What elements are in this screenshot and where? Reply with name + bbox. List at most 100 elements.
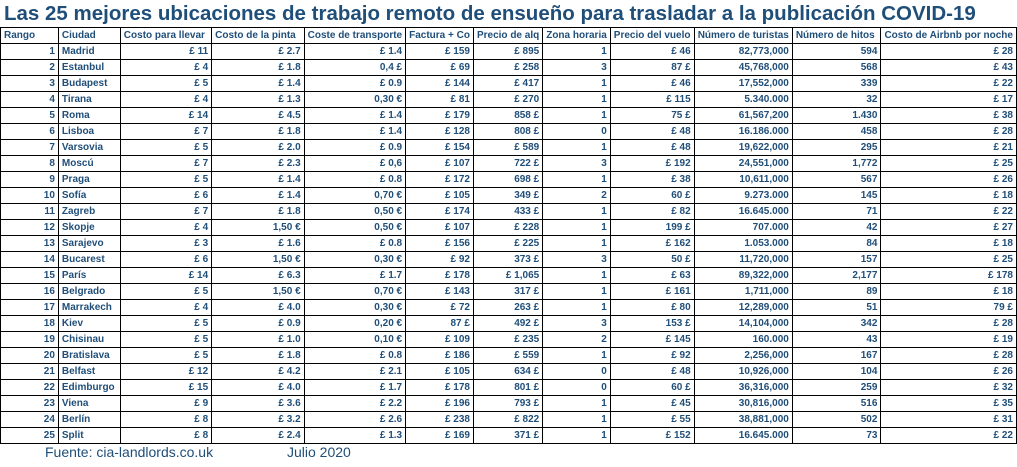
table-cell[interactable]: £ 105 xyxy=(405,187,474,204)
table-cell[interactable]: 0,10 € xyxy=(303,331,407,348)
table-cell[interactable]: £ 6 xyxy=(119,251,213,268)
table-cell[interactable]: 567 xyxy=(791,171,882,188)
table-cell[interactable]: £ 1.6 xyxy=(211,235,305,252)
table-cell[interactable]: 349 £ xyxy=(472,187,544,204)
table-cell[interactable]: 492 £ xyxy=(472,315,544,332)
rank-cell[interactable]: 9 xyxy=(0,171,59,188)
table-cell[interactable]: £ 45 xyxy=(609,395,695,412)
table-cell[interactable]: 317 £ xyxy=(472,283,544,300)
table-cell[interactable]: £ 22 xyxy=(880,75,1017,92)
table-cell[interactable]: £ 172 xyxy=(405,171,474,188)
rank-cell[interactable]: 5 xyxy=(0,107,59,124)
table-cell[interactable]: 0,70 € xyxy=(303,283,407,300)
table-cell[interactable]: £ 1.4 xyxy=(211,171,305,188)
table-cell[interactable]: £ 0.8 xyxy=(303,347,407,364)
table-cell[interactable]: 16.186.000 xyxy=(693,123,793,140)
table-cell[interactable]: 12,289,000 xyxy=(693,299,793,316)
city-cell[interactable]: Madrid xyxy=(57,43,121,60)
table-cell[interactable]: £ 2.6 xyxy=(303,411,407,428)
table-cell[interactable]: 0,4 £ xyxy=(303,59,407,76)
table-cell[interactable]: £ 69 xyxy=(405,59,474,76)
table-cell[interactable]: 707.000 xyxy=(693,219,793,236)
table-cell[interactable]: £ 27 xyxy=(880,219,1017,236)
table-cell[interactable]: 433 £ xyxy=(472,203,544,220)
city-cell[interactable]: Chisinau xyxy=(57,331,121,348)
table-cell[interactable]: 801 £ xyxy=(472,379,544,396)
column-header[interactable]: Número de hitos xyxy=(791,27,882,44)
table-cell[interactable]: £ 162 xyxy=(609,235,695,252)
table-cell[interactable]: £ 63 xyxy=(609,267,695,284)
table-cell[interactable]: 793 £ xyxy=(472,395,544,412)
table-cell[interactable]: £ 5 xyxy=(119,75,213,92)
table-cell[interactable]: £ 48 xyxy=(609,139,695,156)
table-cell[interactable]: £ 5 xyxy=(119,283,213,300)
table-cell[interactable]: 5.340.000 xyxy=(693,91,793,108)
table-cell[interactable]: £ 1.4 xyxy=(211,187,305,204)
city-cell[interactable]: Belgrado xyxy=(57,283,121,300)
table-cell[interactable]: 1 xyxy=(542,43,611,60)
table-cell[interactable]: £ 14 xyxy=(119,107,213,124)
city-cell[interactable]: Marrakech xyxy=(57,299,121,316)
table-cell[interactable]: £ 7 xyxy=(119,203,213,220)
city-cell[interactable]: Zagreb xyxy=(57,203,121,220)
rank-cell[interactable]: 13 xyxy=(0,235,59,252)
table-cell[interactable]: 0 xyxy=(542,379,611,396)
table-cell[interactable]: 50 £ xyxy=(609,251,695,268)
table-cell[interactable]: £ 48 xyxy=(609,123,695,140)
rank-cell[interactable]: 8 xyxy=(0,155,59,172)
city-cell[interactable]: Budapest xyxy=(57,75,121,92)
column-header[interactable]: Costo para llevar xyxy=(119,27,213,44)
table-cell[interactable]: £ 156 xyxy=(405,235,474,252)
table-cell[interactable]: £ 107 xyxy=(405,155,474,172)
city-cell[interactable]: Roma xyxy=(57,107,121,124)
table-cell[interactable]: £ 559 xyxy=(472,347,544,364)
table-cell[interactable]: £ 21 xyxy=(880,139,1017,156)
table-cell[interactable]: 634 £ xyxy=(472,363,544,380)
table-cell[interactable]: £ 178 xyxy=(880,267,1017,284)
table-cell[interactable]: 0,20 € xyxy=(303,315,407,332)
city-cell[interactable]: Tirana xyxy=(57,91,121,108)
table-cell[interactable]: £ 2.0 xyxy=(211,139,305,156)
table-cell[interactable]: £ 235 xyxy=(472,331,544,348)
table-cell[interactable]: 1 xyxy=(542,283,611,300)
table-cell[interactable]: £ 28 xyxy=(880,315,1017,332)
table-cell[interactable]: 1 xyxy=(542,347,611,364)
table-cell[interactable]: £ 258 xyxy=(472,59,544,76)
table-cell[interactable]: 458 xyxy=(791,123,882,140)
table-cell[interactable]: £ 107 xyxy=(405,219,474,236)
table-cell[interactable]: 259 xyxy=(791,379,882,396)
table-cell[interactable]: 17,552,000 xyxy=(693,75,793,92)
column-header[interactable]: Factura + Co xyxy=(405,27,474,44)
table-cell[interactable]: 60 £ xyxy=(609,187,695,204)
table-cell[interactable]: 371 £ xyxy=(472,427,544,444)
rank-cell[interactable]: 20 xyxy=(0,347,59,364)
table-cell[interactable]: 1,50 € xyxy=(211,251,305,268)
city-cell[interactable]: Bratislava xyxy=(57,347,121,364)
table-cell[interactable]: £ 109 xyxy=(405,331,474,348)
table-cell[interactable]: £ 196 xyxy=(405,395,474,412)
table-cell[interactable]: 1 xyxy=(542,235,611,252)
table-cell[interactable]: 3 xyxy=(542,251,611,268)
table-cell[interactable]: 0,30 € xyxy=(303,91,407,108)
table-cell[interactable]: £ 8 xyxy=(119,427,213,444)
table-cell[interactable]: £ 25 xyxy=(880,251,1017,268)
table-cell[interactable]: 1.053.000 xyxy=(693,235,793,252)
table-cell[interactable]: £ 5 xyxy=(119,331,213,348)
table-cell[interactable]: £ 2.7 xyxy=(211,43,305,60)
city-cell[interactable]: Skopje xyxy=(57,219,121,236)
table-cell[interactable]: £ 822 xyxy=(472,411,544,428)
table-cell[interactable]: 10,611,000 xyxy=(693,171,793,188)
table-cell[interactable]: 2,256,000 xyxy=(693,347,793,364)
table-cell[interactable]: 45,768,000 xyxy=(693,59,793,76)
city-cell[interactable]: Berlín xyxy=(57,411,121,428)
table-cell[interactable]: 24,551,000 xyxy=(693,155,793,172)
table-cell[interactable]: 516 xyxy=(791,395,882,412)
table-cell[interactable]: £ 35 xyxy=(880,395,1017,412)
column-header[interactable]: Zona horaria xyxy=(542,27,611,44)
table-cell[interactable]: 157 xyxy=(791,251,882,268)
table-cell[interactable]: 42 xyxy=(791,219,882,236)
city-cell[interactable]: Viena xyxy=(57,395,121,412)
table-cell[interactable]: £ 7 xyxy=(119,123,213,140)
table-cell[interactable]: 2 xyxy=(542,331,611,348)
table-cell[interactable]: 14,104,000 xyxy=(693,315,793,332)
